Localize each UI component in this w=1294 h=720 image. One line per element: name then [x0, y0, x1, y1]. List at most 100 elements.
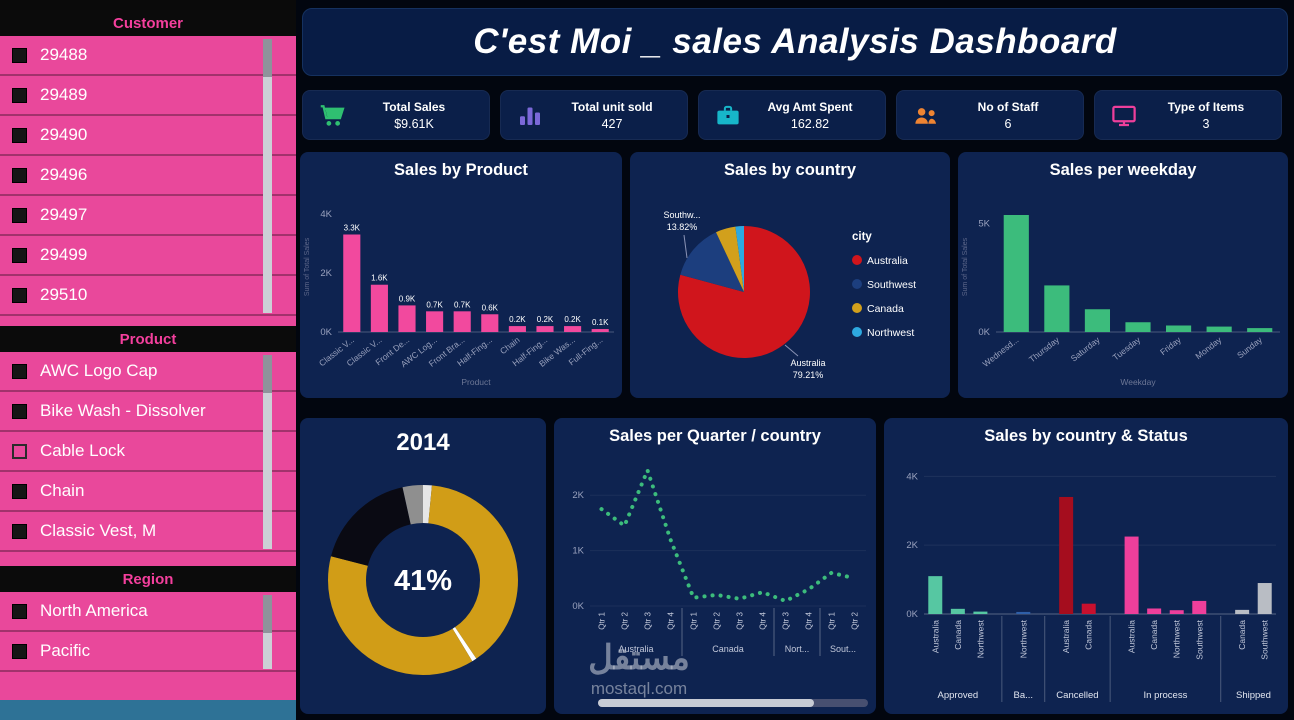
horizontal-scrollbar[interactable] — [598, 699, 868, 707]
sidebar-top-strip — [0, 0, 296, 10]
panel-sales-by-product: Sales by Product 0K 2K 4K 3.3K Classic V... 1… — [300, 152, 622, 398]
product-list-item[interactable]: Bike Wash - Dissolver — [0, 392, 296, 432]
staff-icon — [915, 108, 936, 124]
svg-text:0.7K: 0.7K — [454, 300, 471, 309]
product-list-item[interactable]: AWC Logo Cap — [0, 352, 296, 392]
checkbox-icon[interactable] — [12, 523, 27, 539]
vertical-scrollbar[interactable] — [263, 39, 272, 313]
kpi-total-units[interactable]: Total unit sold 427 — [500, 90, 688, 140]
cart-icon — [320, 105, 345, 126]
checkbox-icon[interactable] — [12, 483, 27, 499]
kpi-no-of-staff[interactable]: No of Staff 6 — [896, 90, 1084, 140]
customer-section-header: Customer — [0, 10, 296, 36]
kpi-label: No of Staff — [977, 99, 1039, 114]
svg-text:Australia: Australia — [618, 644, 653, 654]
list-item-label: 29499 — [40, 245, 88, 264]
svg-text:Southwest: Southwest — [1260, 619, 1270, 659]
chart-title-sales-per-quarter: Sales per Quarter / country — [609, 427, 821, 445]
kpi-label: Type of Items — [1167, 99, 1245, 114]
list-item-label: 29496 — [40, 165, 88, 184]
svg-text:Sum of Total Sales: Sum of Total Sales — [962, 237, 969, 296]
svg-text:Canada: Canada — [953, 620, 963, 650]
checkbox-icon[interactable] — [12, 363, 27, 379]
scrollbar-thumb[interactable] — [598, 699, 814, 707]
svg-text:13.82%: 13.82% — [667, 222, 698, 232]
sales-by-country-status-chart[interactable]: 0K 2K 4K Australia Canada Northwest Approved No… — [884, 450, 1288, 708]
svg-text:Qtr 4: Qtr 4 — [759, 611, 768, 629]
list-item-label: North America — [40, 601, 148, 620]
svg-text:Tuesday: Tuesday — [1111, 334, 1143, 362]
customer-section-title: Customer — [112, 14, 183, 32]
checkbox-icon[interactable] — [12, 287, 27, 303]
checkbox-icon[interactable] — [12, 443, 27, 459]
scrollbar-thumb[interactable] — [263, 355, 272, 393]
kpi-value: 162.82 — [790, 116, 830, 131]
product-list-item[interactable]: Classic Vest, M — [0, 512, 296, 552]
customer-list-item[interactable]: 29510 — [0, 276, 296, 316]
svg-text:0.6K: 0.6K — [482, 303, 499, 312]
region-section-title: Region — [122, 570, 174, 588]
svg-text:Qtr 2: Qtr 2 — [621, 611, 630, 629]
checkbox-icon[interactable] — [12, 207, 27, 223]
svg-text:Sum of Total Sales: Sum of Total Sales — [304, 237, 311, 296]
svg-text:3.3K: 3.3K — [344, 224, 361, 233]
svg-text:Northwest: Northwest — [1018, 619, 1028, 658]
customer-list-item[interactable]: 29497 — [0, 196, 296, 236]
scrollbar-thumb[interactable] — [263, 39, 272, 77]
customer-list-item[interactable]: 29490 — [0, 116, 296, 156]
svg-text:Approved: Approved — [938, 690, 979, 701]
checkbox-icon[interactable] — [12, 403, 27, 419]
customer-list-item[interactable]: 29489 — [0, 76, 296, 116]
svg-text:Southwest: Southwest — [1194, 619, 1204, 659]
customer-list-item[interactable]: 29496 — [0, 156, 296, 196]
list-item-label: Pacific — [40, 641, 91, 660]
svg-text:Shipped: Shipped — [1236, 690, 1271, 701]
sidebar-horizontal-scrollbar[interactable] — [0, 700, 296, 720]
product-list-item[interactable]: Chain — [0, 472, 296, 512]
svg-text:0K: 0K — [320, 327, 332, 338]
kpi-avg-amt-spent[interactable]: Avg Amt Spent 162.82 — [698, 90, 886, 140]
customer-list-item[interactable]: 29499 — [0, 236, 296, 276]
list-item-label: Chain — [40, 481, 85, 500]
sales-per-quarter-line-chart[interactable]: 0K 1K 2K Qtr 1 Qtr 2 Qtr 3 Qtr 4 Qtr 1 Qtr 2 Qtr … — [554, 450, 876, 690]
panel-sales-by-country: Sales by country Southw... 13.82% Australi… — [630, 152, 950, 398]
svg-text:5K: 5K — [978, 219, 990, 230]
svg-text:Canada: Canada — [1149, 620, 1159, 650]
svg-text:Monday: Monday — [1193, 334, 1224, 361]
checkbox-icon[interactable] — [12, 127, 27, 143]
svg-text:1.6K: 1.6K — [371, 274, 388, 283]
list-item-label: 29497 — [40, 205, 88, 224]
checkbox-icon[interactable] — [12, 643, 27, 659]
vertical-scrollbar[interactable] — [263, 595, 272, 669]
checkbox-icon[interactable] — [12, 87, 27, 103]
kpi-total-sales[interactable]: Total Sales $9.61K — [302, 90, 490, 140]
checkbox-icon[interactable] — [12, 167, 27, 183]
kpi-type-of-items[interactable]: Type of Items 3 — [1094, 90, 1282, 140]
list-item-label: Cable Lock — [40, 441, 126, 460]
region-list-item[interactable]: North America — [0, 592, 296, 632]
panel-2014-donut: 2014 41% — [300, 418, 546, 714]
svg-text:Australia: Australia — [1061, 620, 1071, 653]
filter-sidebar: Customer 29488 29489 29490 29496 29497 — [0, 0, 296, 720]
svg-text:Canada: Canada — [867, 303, 904, 315]
scrollbar-thumb[interactable] — [263, 595, 272, 633]
customer-list-item[interactable]: 29488 — [0, 36, 296, 76]
svg-text:Qtr 1: Qtr 1 — [598, 611, 607, 629]
svg-text:0.2K: 0.2K — [564, 315, 581, 324]
vertical-scrollbar[interactable] — [263, 355, 272, 549]
svg-text:In process: In process — [1144, 690, 1188, 701]
sales-per-weekday-chart[interactable]: 0K 5K Wednesd... Thursday Saturday Tuesday Fri… — [958, 184, 1288, 390]
list-item-label: 29490 — [40, 125, 88, 144]
checkbox-icon[interactable] — [12, 47, 27, 63]
svg-text:Nort...: Nort... — [785, 644, 810, 654]
year-2014-donut-chart[interactable]: 41% — [300, 460, 546, 708]
list-item-label: 29488 — [40, 45, 88, 64]
checkbox-icon[interactable] — [12, 603, 27, 619]
sales-by-country-pie-chart[interactable]: Southw... 13.82% Australia 79.21% city Austra… — [630, 184, 950, 390]
region-list-item[interactable]: Pacific — [0, 632, 296, 672]
region-section-header: Region — [0, 566, 296, 592]
product-list-item[interactable]: Cable Lock — [0, 432, 296, 472]
checkbox-icon[interactable] — [12, 247, 27, 263]
bar-chart-icon — [520, 107, 540, 125]
